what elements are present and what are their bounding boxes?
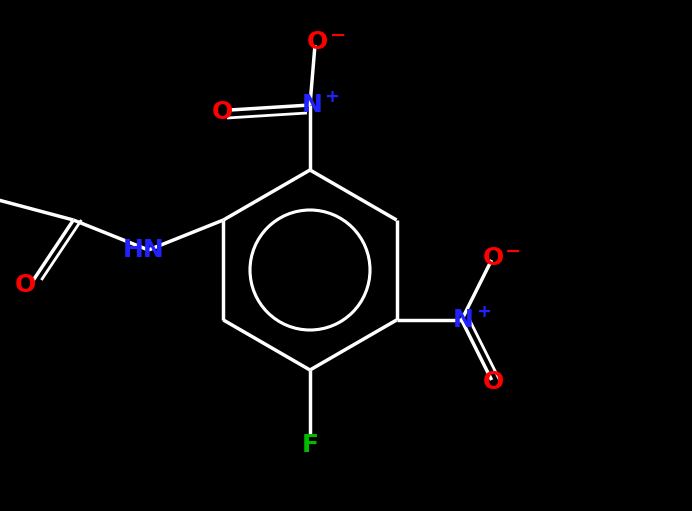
Text: O: O — [483, 370, 504, 394]
Text: F: F — [302, 433, 318, 457]
Text: −: − — [505, 242, 522, 261]
Text: HN: HN — [122, 238, 164, 262]
Text: O: O — [211, 100, 233, 124]
Text: O: O — [483, 246, 504, 270]
Text: O: O — [307, 30, 327, 54]
Text: O: O — [15, 273, 36, 297]
Text: −: − — [330, 26, 346, 44]
Text: +: + — [325, 88, 340, 106]
Text: +: + — [476, 303, 491, 321]
Text: N: N — [302, 93, 322, 117]
Text: N: N — [453, 308, 474, 332]
